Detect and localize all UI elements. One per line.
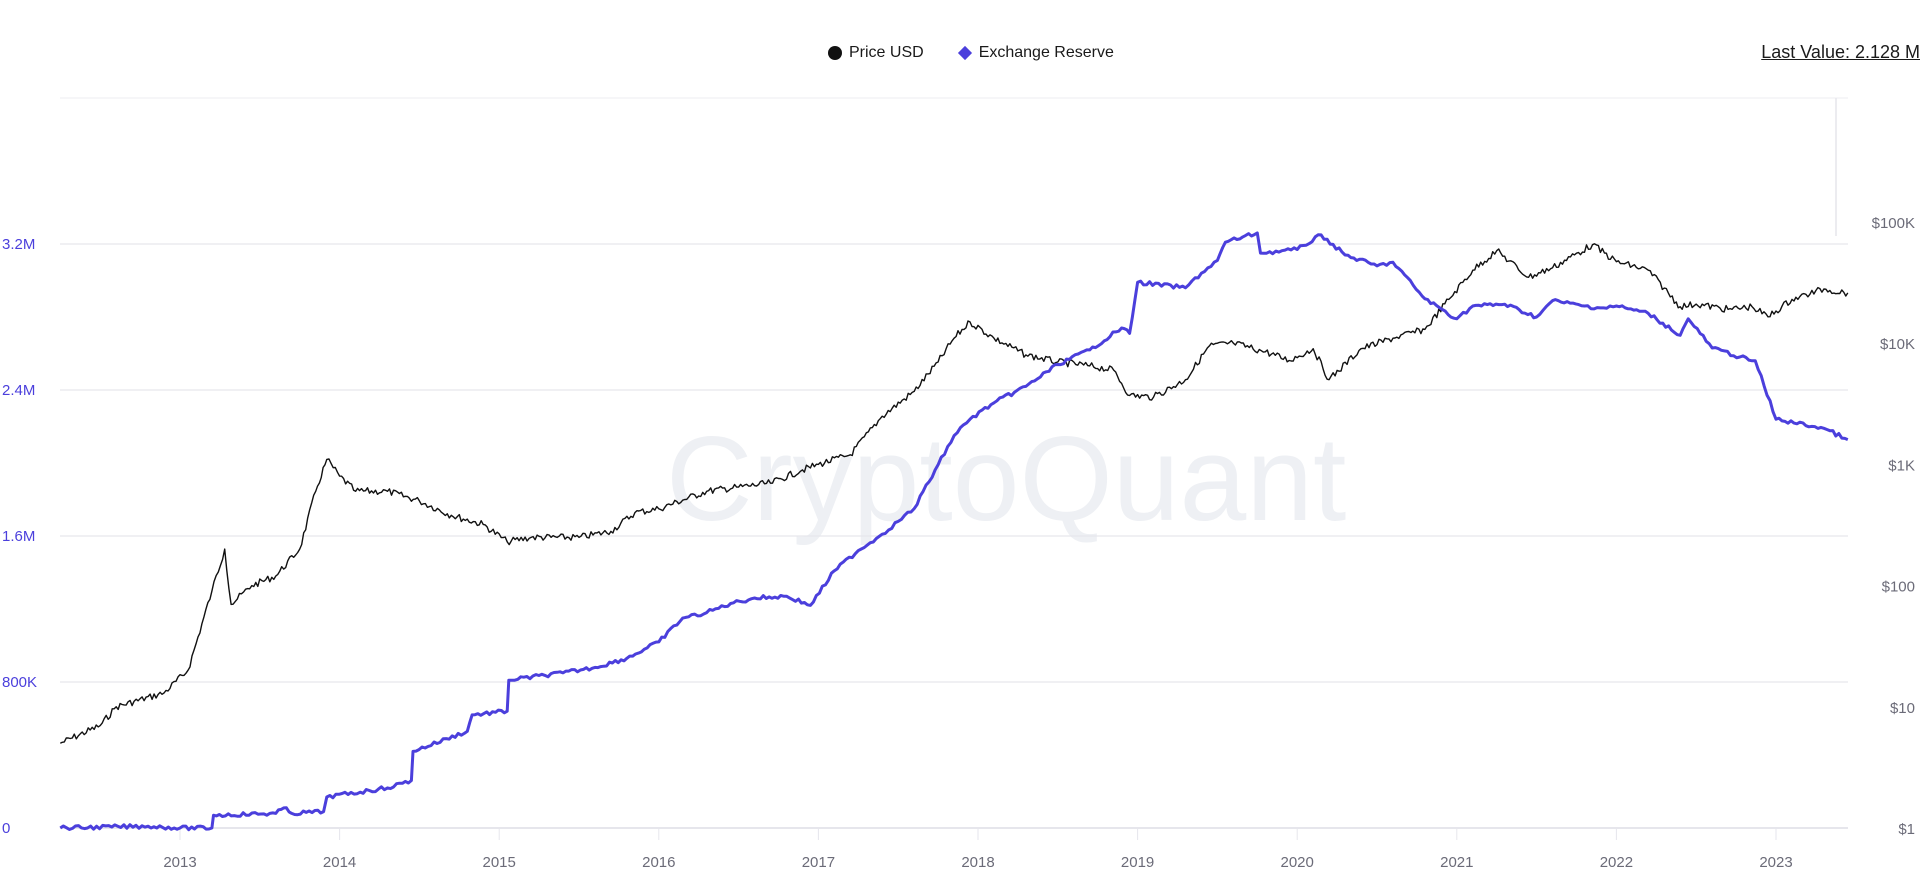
legend-label-price-usd: Price USD — [849, 44, 924, 61]
x-tick-label: 2017 — [802, 854, 835, 871]
legend-item-exchange-reserve[interactable]: Exchange Reserve — [957, 44, 1114, 62]
legend-label-exchange-reserve: Exchange Reserve — [978, 44, 1114, 61]
x-tick-label: 2016 — [642, 854, 675, 871]
y-axis-left: 0 800K 1.6M 2.4M 3.2M — [2, 236, 37, 837]
watermark-text: CryptoQuant — [666, 412, 1346, 546]
y-left-tick-label: 1.6M — [2, 528, 35, 545]
y-left-tick-label: 800K — [2, 674, 37, 691]
circle-marker-icon — [828, 46, 842, 60]
legend-item-price-usd[interactable]: Price USD — [828, 44, 924, 62]
x-tick-label: 2021 — [1440, 854, 1473, 871]
chart-legend: Price USD Exchange Reserve — [828, 44, 1114, 62]
y-left-tick-label: 2.4M — [2, 382, 35, 399]
x-tick-label: 2019 — [1121, 854, 1154, 871]
x-tick-label: 2020 — [1281, 854, 1314, 871]
x-tick-label: 2013 — [163, 854, 196, 871]
price-usd-series — [59, 243, 1849, 744]
grid-lines — [60, 97, 1848, 829]
x-tick-label: 2022 — [1600, 854, 1633, 871]
y-right-tick-label: $1 — [1898, 821, 1915, 838]
y-right-tick-label: $100K — [1872, 215, 1915, 232]
y-right-tick-label: $1K — [1888, 457, 1915, 474]
y-right-tick-label: $10 — [1890, 700, 1915, 717]
exchange-reserve-series — [59, 231, 1849, 832]
y-left-tick-label: 3.2M — [2, 236, 35, 253]
y-right-tick-label: $10K — [1880, 336, 1915, 353]
y-axis-right: $1 $10 $100 $1K $10K $100K — [1872, 215, 1915, 838]
x-tick-label: 2014 — [323, 854, 356, 871]
x-tick-label: 2015 — [483, 854, 516, 871]
y-right-tick-label: $100 — [1882, 579, 1915, 596]
last-value-link[interactable]: Last Value: 2.128 M — [1761, 42, 1920, 62]
x-axis: 2013 2014 2015 2016 2017 2018 2019 2020 2021 2022… — [163, 828, 1793, 871]
y-left-tick-label: 0 — [2, 820, 10, 837]
x-tick-label: 2023 — [1759, 854, 1792, 871]
x-tick-label: 2018 — [961, 854, 994, 871]
